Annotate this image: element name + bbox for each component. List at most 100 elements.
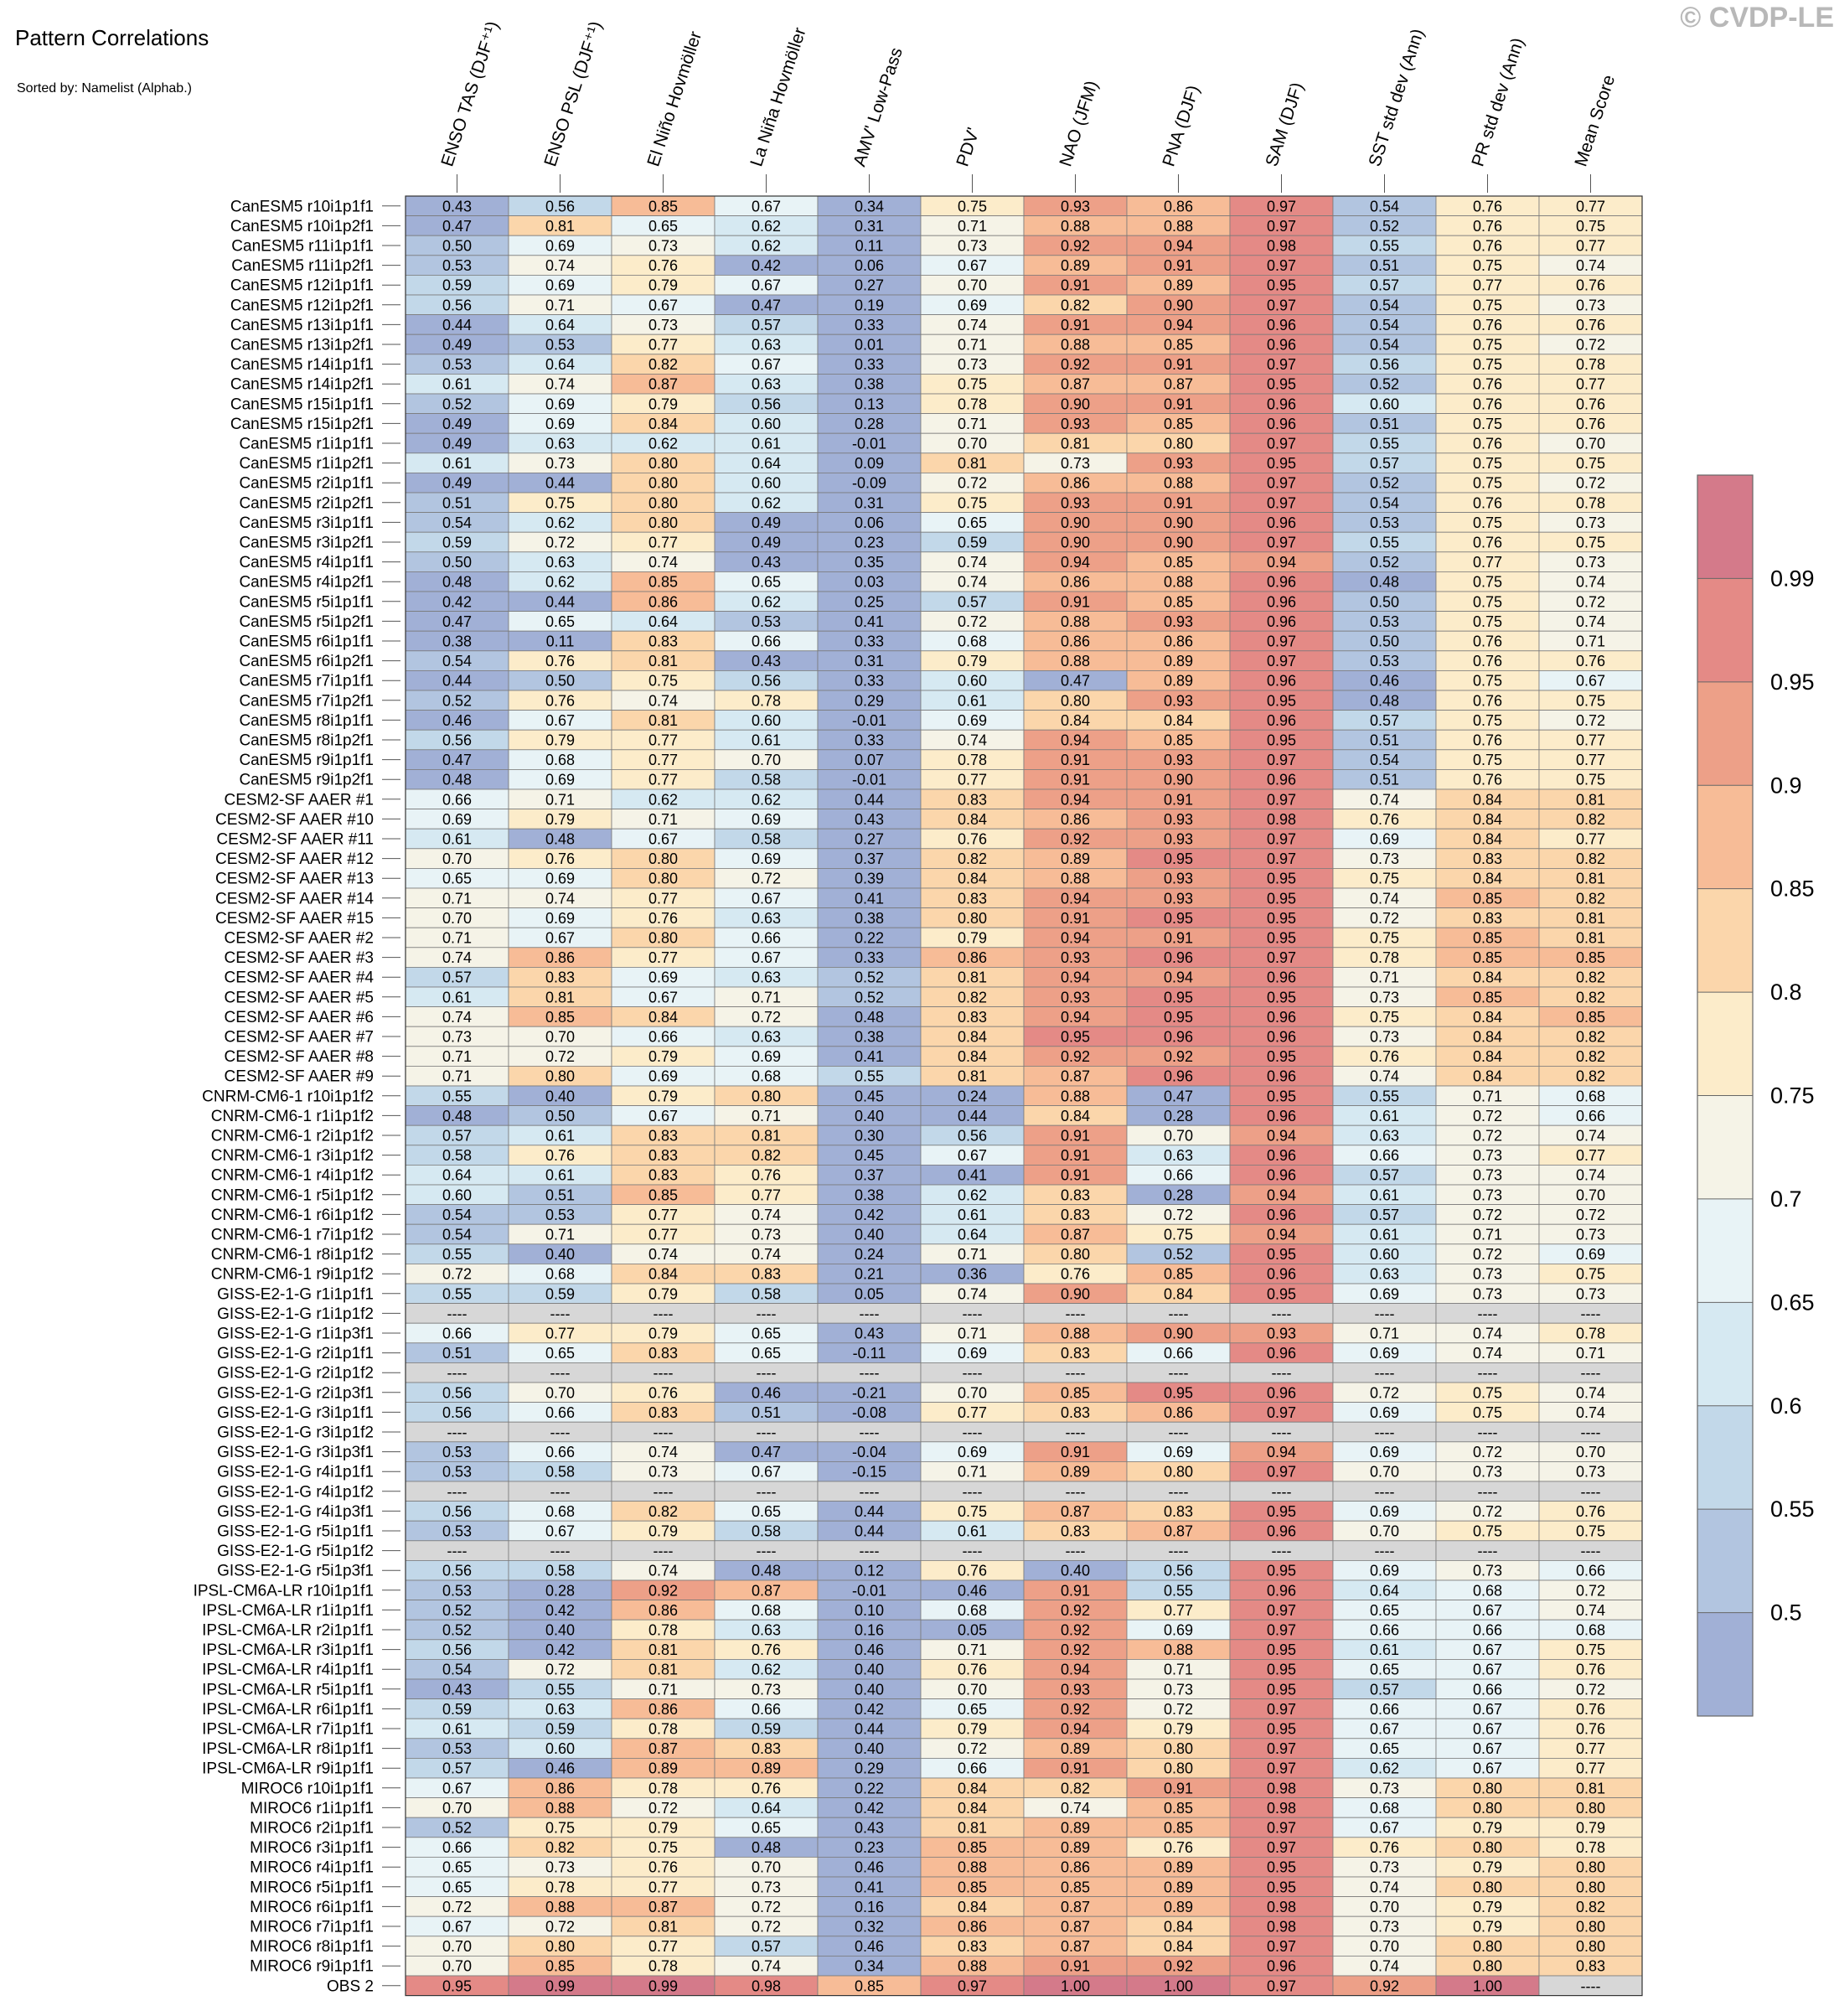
cell-value-label: 0.74 (752, 1246, 781, 1263)
cell-value-label: 0.53 (1370, 613, 1399, 630)
cell-value-label: 0.96 (1267, 1147, 1296, 1164)
cell-value-label: ---- (550, 1543, 571, 1559)
row-label: CanESM5 r5i1p2f1 (239, 613, 374, 631)
colorbar-tick-label: 0.5 (1770, 1600, 1802, 1626)
cell-value-label: 0.90 (1061, 395, 1090, 412)
cell-value-label: 1.00 (1164, 1977, 1193, 1994)
row-label: GISS-E2-1-G r5i1p1f1 (217, 1523, 374, 1541)
cell-value-label: 0.76 (1473, 198, 1502, 215)
cell-value-label: 0.90 (1164, 514, 1193, 531)
cell-value-label: 0.61 (442, 455, 472, 472)
chart-subtitle: Sorted by: Namelist (Alphab.) (17, 81, 192, 96)
row-label: CanESM5 r2i1p2f1 (239, 494, 374, 512)
cell-value-label: 0.76 (1473, 772, 1502, 788)
cell-value-label: 0.52 (1164, 1246, 1193, 1263)
row-label: CanESM5 r6i1p1f1 (239, 633, 374, 651)
cell-value-label: 0.74 (648, 1246, 678, 1263)
cell-value-label: 0.50 (442, 238, 472, 255)
cell-value-label: 0.55 (442, 1246, 472, 1263)
cell-value-label: 0.71 (958, 1641, 987, 1658)
cell-value-label: 0.63 (752, 337, 781, 354)
cell-value-label: 0.80 (648, 494, 678, 511)
cell-value-label: 0.76 (752, 1167, 781, 1184)
cell-value-label: 0.75 (1473, 416, 1502, 432)
cell-value-label: 0.23 (855, 1839, 884, 1856)
cell-value-label: 0.35 (855, 554, 884, 571)
cell-value-label: 0.98 (1267, 1919, 1296, 1936)
cell-value-label: 0.48 (1370, 574, 1399, 591)
cell-value-label: 0.57 (1370, 1167, 1399, 1184)
cell-value-label: 0.28 (1164, 1186, 1193, 1203)
cell-value-label: 0.80 (1164, 436, 1193, 452)
cell-value-label: 0.84 (648, 1009, 678, 1026)
cell-value-label: 0.68 (752, 1602, 781, 1619)
cell-value-label: 0.51 (1370, 772, 1399, 788)
cell-value-label: 0.43 (752, 554, 781, 571)
cell-value-label: ---- (757, 1305, 777, 1322)
cell-value-label: 0.76 (1370, 811, 1399, 828)
cell-value-label: 0.75 (1473, 337, 1502, 354)
cell-value-label: 0.93 (1164, 692, 1193, 709)
cell-value-label: 0.65 (958, 1701, 987, 1718)
cell-value-label: 0.96 (1267, 1167, 1296, 1184)
cell-value-label: 0.44 (545, 593, 575, 610)
cell-value-label: 0.75 (958, 1503, 987, 1520)
cell-value-label: 0.79 (648, 1820, 678, 1837)
cell-value-label: 0.85 (1473, 989, 1502, 1005)
cell-value-label: 0.61 (958, 1207, 987, 1223)
cell-value-label: 0.65 (752, 1503, 781, 1520)
row-label: CanESM5 r2i1p1f1 (239, 475, 374, 493)
cell-value-label: 0.54 (442, 514, 472, 531)
row-label: CESM2-SF AAER #1 (225, 791, 374, 809)
cell-value-label: 0.96 (1164, 949, 1193, 966)
cell-value-label: 0.98 (1267, 1780, 1296, 1796)
cell-value-label: 0.78 (958, 395, 987, 412)
cell-value-label: 0.63 (1370, 1266, 1399, 1283)
cell-value-label: 0.97 (1267, 198, 1296, 215)
cell-value-label: 0.87 (648, 1740, 678, 1757)
cell-value-label: 0.93 (1061, 198, 1090, 215)
cell-value-label: 0.61 (958, 1523, 987, 1540)
cell-value-label: 0.73 (958, 238, 987, 255)
cell-value-label: 0.72 (1473, 1503, 1502, 1520)
row-label: IPSL-CM6A-LR r10i1p1f1 (194, 1582, 374, 1600)
cell-value-label: 0.82 (1576, 1068, 1605, 1085)
row-label: CanESM5 r4i1p1f1 (239, 554, 374, 571)
cell-value-label: 0.67 (752, 277, 781, 294)
row-label: IPSL-CM6A-LR r8i1p1f1 (202, 1740, 374, 1758)
cell-value-label: 0.43 (855, 1820, 884, 1837)
row-label: CanESM5 r1i1p1f1 (239, 436, 374, 453)
row-label: CESM2-SF AAER #7 (225, 1029, 374, 1047)
cell-value-label: 0.29 (855, 1760, 884, 1777)
cell-value-label: 0.52 (855, 969, 884, 986)
colorbar-tick-label: 0.7 (1770, 1186, 1802, 1212)
cell-value-label: 0.75 (1473, 673, 1502, 690)
cell-value-label: 0.84 (958, 1029, 987, 1046)
cell-value-label: 0.99 (545, 1977, 575, 1994)
cell-value-label: 0.85 (1164, 1266, 1193, 1283)
cell-value-label: 0.68 (545, 752, 575, 768)
cell-value-label: 0.80 (545, 1068, 575, 1085)
cell-value-label: ---- (1169, 1543, 1189, 1559)
cell-value-label: 0.83 (545, 969, 575, 986)
cell-value-label: 0.53 (442, 356, 472, 373)
cell-value-label: 0.75 (1473, 475, 1502, 492)
row-label: CanESM5 r10i1p2f1 (230, 218, 374, 235)
cell-value-label: 0.67 (1473, 1721, 1502, 1738)
cell-value-label: ---- (1478, 1543, 1498, 1559)
cell-value-label: 0.71 (752, 989, 781, 1005)
colorbar-segment (1697, 1509, 1753, 1613)
cell-value-label: 0.84 (1164, 1938, 1193, 1955)
cell-value-label: 0.97 (1267, 436, 1296, 452)
cell-value-label: 0.44 (855, 1503, 884, 1520)
cell-value-label: 0.96 (1267, 395, 1296, 412)
cell-value-label: 0.79 (1576, 1820, 1605, 1837)
cell-value-label: 0.72 (545, 1919, 575, 1936)
cell-value-label: 0.77 (648, 752, 678, 768)
cell-value-label: 0.69 (545, 238, 575, 255)
cell-value-label: 0.76 (1370, 1839, 1399, 1856)
row-label: GISS-E2-1-G r1i1p3f1 (217, 1326, 374, 1343)
cell-value-label: 0.77 (648, 890, 678, 907)
cell-value-label: 0.75 (958, 376, 987, 393)
cell-value-label: 0.57 (442, 1760, 472, 1777)
